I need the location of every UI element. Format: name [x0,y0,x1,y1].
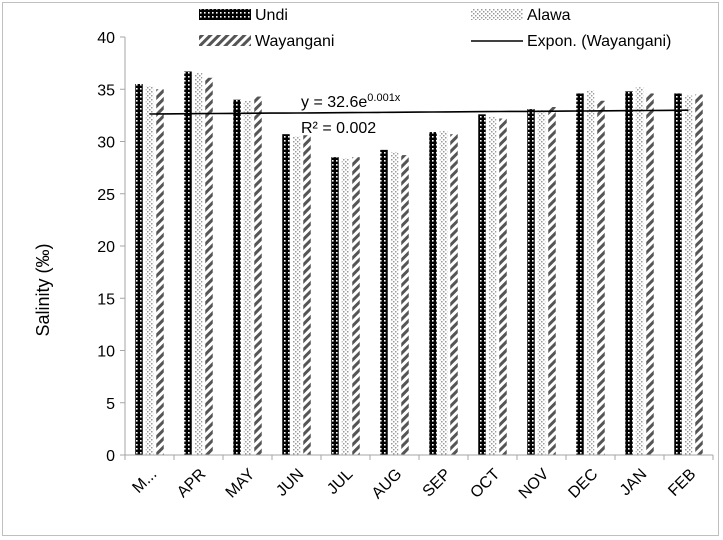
legend-label-trendline: Expon. (Wayangani) [527,33,671,50]
bar-undi-10 [625,91,633,455]
bar-undi-5 [380,149,388,456]
bar-wayangani-11 [695,94,703,455]
y-tick-label: 5 [106,396,115,413]
bar-wayangani-3 [303,135,311,456]
bar-wayangani-8 [548,107,556,455]
bar-wayangani-7 [499,118,507,455]
bar-wayangani-0 [156,89,164,455]
bar-wayangani-10 [646,93,654,456]
equation-exponent: 0.001x [367,92,401,104]
bar-wayangani-6 [450,134,458,455]
bar-undi-4 [331,157,339,456]
y-tick-label: 20 [97,239,115,256]
legend-swatch-wayangani [199,35,251,46]
bar-alawa-0 [145,86,154,456]
bar-alawa-10 [635,87,644,455]
x-tick-label: JUL [324,466,356,498]
y-tick-label: 0 [106,448,115,465]
bar-undi-8 [527,109,535,455]
bar-undi-2 [233,99,241,455]
r-squared-label: R² = 0.002 [301,120,376,137]
bar-wayangani-5 [401,155,409,455]
y-tick-label: 25 [97,187,115,204]
x-tick-label: DEC [565,466,601,502]
bar-alawa-5 [390,151,399,455]
bar-alawa-11 [684,95,693,456]
bar-undi-1 [184,71,192,456]
legend-swatch-undi [199,9,251,20]
bar-undi-9 [576,93,584,456]
y-axis-title: Salinity (‰) [33,243,53,336]
bar-wayangani-1 [205,77,213,455]
y-tick-label: 10 [97,344,115,361]
bar-wayangani-9 [597,100,605,456]
y-tick-label: 30 [97,135,115,152]
bar-undi-7 [478,114,486,455]
x-tick-label: AUG [369,466,406,503]
bars [135,71,703,456]
x-axis: M... APR MAY JUN JUL AUG SEP OCT NOV DEC JAN FEB [124,455,714,503]
legend: Undi Alawa Wayangani Expon. (Wayangani) [199,7,671,50]
legend-label-wayangani: Wayangani [255,33,334,50]
bar-alawa-6 [439,131,448,456]
y-axis: 0 5 10 15 20 25 30 35 40 [97,30,125,465]
legend-label-alawa: Alawa [527,7,571,24]
bar-undi-6 [429,132,437,455]
x-tick-label: M... [129,466,160,497]
x-tick-label: FEB [665,466,699,500]
y-tick-label: 15 [97,291,115,308]
bar-alawa-3 [292,136,301,455]
bar-alawa-9 [586,90,595,456]
y-tick-label: 40 [97,30,115,47]
bar-alawa-8 [537,110,546,456]
x-tick-label: APR [174,466,209,501]
x-tick-label: OCT [467,466,503,502]
trend-equation: y = 32.6e0.001x [301,92,401,111]
chart-svg: Salinity (‰) 0 5 10 15 20 25 30 35 40 M... APR MAY… [33,7,714,503]
bar-alawa-4 [341,158,350,455]
x-tick-label: MAY [223,466,259,502]
legend-label-undi: Undi [255,7,288,24]
bar-alawa-2 [243,100,252,456]
bar-undi-3 [282,134,290,455]
y-tick-label: 35 [97,82,115,99]
bar-undi-11 [674,93,682,456]
x-tick-label: NOV [516,466,553,503]
bar-alawa-1 [194,72,203,455]
bar-wayangani-4 [352,157,360,456]
equation-base: y = 32.6e [301,94,367,111]
bar-wayangani-2 [254,96,262,455]
x-tick-label: JUN [273,466,307,500]
bar-alawa-7 [488,116,497,456]
trendline-wayangani [149,109,689,115]
x-tick-label: SEP [420,466,455,501]
bar-undi-0 [135,84,143,456]
x-tick-label: JAN [617,466,650,499]
legend-swatch-alawa [471,9,523,20]
